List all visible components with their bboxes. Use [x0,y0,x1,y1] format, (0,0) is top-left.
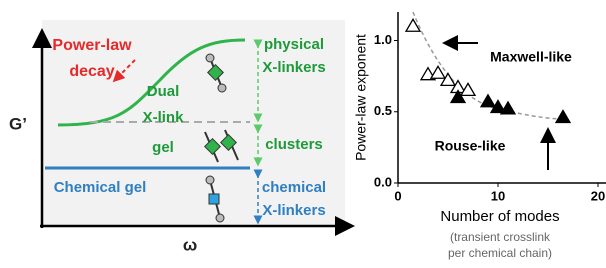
x-tick-label: 0 [394,188,401,203]
marker [501,102,515,114]
y-tick-label: 0.0 [374,174,392,189]
chemical-label: X-linkers [262,202,325,219]
x-tick-label: 10 [491,188,505,203]
x-axis-label: ω [183,235,197,254]
marker [481,95,495,107]
power-law-label: decay [69,63,114,80]
annotation: Maxwell-like [490,49,572,65]
dual-label: gel [152,139,174,156]
power-law-label: Power-law [52,37,132,54]
y-axis-label: G’ [9,114,27,133]
chemical-gel-label: Chemical gel [54,179,147,196]
page: G’ ω Power-law decay Dual X-link gel Che… [0,0,606,268]
y-axis-label: Power-law exponent [353,34,369,161]
dual-label: X-link [143,109,184,126]
x-axis-note: per chemical chain) [448,246,552,260]
marker [406,19,420,31]
clusters-label: clusters [265,136,323,153]
figure: G’ ω Power-law decay Dual X-link gel Che… [0,0,606,268]
annotation: Rouse-like [435,138,506,154]
scatter-chart: 0.0 0.5 1.0 0 10 20 Power-law exponent Number o… [353,12,606,260]
y-tick-label: 0.5 [374,103,392,118]
physical-label: physical [264,36,324,53]
y-tick-label: 1.0 [374,32,392,47]
marker [556,110,570,122]
x-axis-note: (transient crosslink [450,230,551,244]
dual-label: Dual [147,83,180,100]
physical-label: X-linkers [262,59,325,76]
chemical-label: chemical [262,179,326,196]
x-tick-label: 20 [591,188,605,203]
x-axis-label: Number of modes [440,208,559,225]
